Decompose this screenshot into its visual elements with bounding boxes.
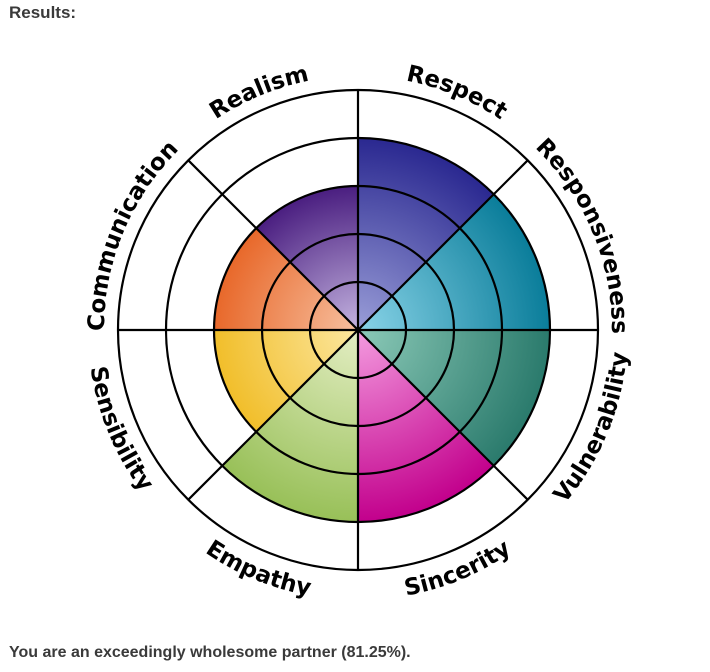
label-respect: Respect [404,61,511,125]
segment-sincerity [358,330,494,522]
grid-spoke [357,159,529,331]
wheel-chart: RespectResponsivenessVulnerabilitySincer… [84,61,633,602]
label-vulnerability: Vulnerability [549,351,633,508]
grid-spoke [187,329,359,501]
grid-spoke [357,329,529,501]
grid-spoke [187,159,359,331]
label-sensibility: Sensibility [85,364,159,496]
segment-responsiveness [358,194,550,330]
label-sincerity: Sincerity [402,535,515,601]
segment-realism [256,186,358,330]
label-realism: Realism [205,61,311,125]
label-empathy: Empathy [201,536,313,602]
grid-layer [116,88,600,572]
result-text: You are an exceedingly wholesome partner… [9,644,411,661]
segments-layer [214,138,550,522]
segment-respect [358,138,494,330]
segment-empathy [222,330,358,522]
segment-communication [214,228,358,330]
segment-vulnerability [358,330,550,466]
segment-sensibility [214,330,358,432]
results-heading: Results: [9,3,77,22]
